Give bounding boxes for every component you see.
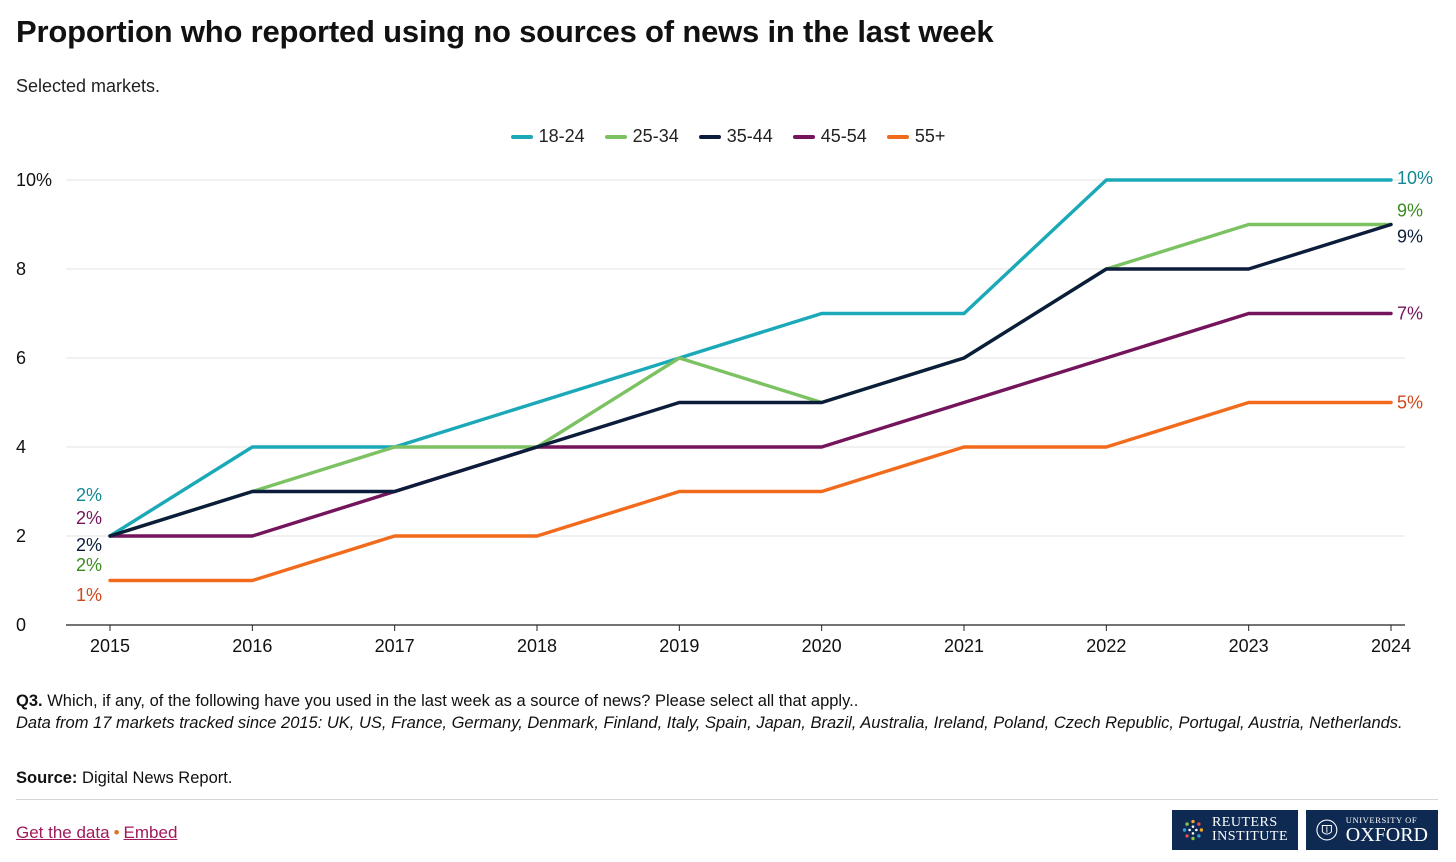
start-label-45-54: 2% [76,508,102,528]
legend-swatch [698,134,721,139]
data-note: Data from 17 markets tracked since 2015:… [16,714,1403,732]
series-line-55+ [108,400,1393,583]
x-tick-label: 2017 [375,636,415,656]
legend-swatch [510,134,533,139]
source-line: Source: Digital News Report. [16,769,232,788]
legend-item-35-44: 35-44 [698,126,773,147]
embed-link[interactable]: Embed [123,823,178,842]
oxford-logo-line2: OXFORD [1345,824,1428,846]
chart-subtitle: Selected markets. [16,76,161,96]
chart-title: Proportion who reported using no sources… [16,14,994,49]
legend-item-55+: 55+ [886,126,946,147]
legend-item-45-54: 45-54 [792,126,867,147]
x-tick-label: 2024 [1371,636,1411,656]
y-tick-label: 8 [16,259,26,279]
reuters-institute-logo[interactable]: REUTERS INSTITUTE [1172,810,1298,850]
source-label: Source: [16,769,78,787]
y-tick-label: 4 [16,437,26,457]
y-tick-label: 2 [16,526,26,546]
link-separator: • [113,823,120,842]
legend-label: 45-54 [820,126,867,146]
x-tick-label: 2023 [1229,636,1269,656]
x-tick-label: 2020 [802,636,842,656]
start-label-55+: 1% [76,585,102,605]
reuters-logo-line1: REUTERS [1211,815,1278,830]
legend-label: 25-34 [632,126,679,146]
oxford-crest-icon [1316,819,1338,841]
oxford-logo-line1: UNIVERSITY OF [1345,815,1418,825]
legend-label: 35-44 [726,126,773,146]
y-tick-label: 0 [16,615,26,635]
legend-item-25-34: 25-34 [604,126,679,147]
oxford-university-logo[interactable]: UNIVERSITY OF OXFORD [1306,810,1438,850]
end-label-25-34: 9% [1397,201,1423,221]
source-text: Digital News Report. [82,769,233,787]
reuters-dots-icon [1182,819,1204,841]
footer-divider [16,799,1438,800]
x-tick-label: 2021 [944,636,984,656]
y-tick-label: 10% [16,170,52,190]
x-tick-label: 2018 [517,636,557,656]
chart-notes: Q3. Which, if any, of the following have… [16,690,1436,734]
legend-swatch [792,134,815,139]
end-label-35-44: 9% [1397,227,1423,247]
end-label-55+: 5% [1397,393,1423,413]
legend-label: 18-24 [538,126,585,146]
series-line-18-24 [108,178,1393,538]
get-data-link[interactable]: Get the data [16,823,110,842]
reuters-logo-line2: INSTITUTE [1211,829,1288,844]
y-tick-label: 6 [16,348,26,368]
legend-swatch [886,134,909,139]
legend-label: 55+ [914,126,946,146]
question-text: Which, if any, of the following have you… [47,692,859,710]
x-tick-label: 2015 [90,636,130,656]
series-line-25-34 [108,222,1393,538]
start-label-25-34: 2% [76,555,102,575]
series-line-35-44 [108,222,1393,538]
start-label-18-24: 2% [76,485,102,505]
x-tick-label: 2019 [659,636,699,656]
series-line-45-54 [108,311,1393,538]
legend-item-18-24: 18-24 [510,126,585,147]
x-tick-label: 2016 [232,636,272,656]
end-label-45-54: 7% [1397,304,1423,324]
end-label-18-24: 10% [1397,168,1433,188]
footer-links: Get the data • Embed [16,823,177,843]
legend-swatch [604,134,627,139]
start-label-35-44: 2% [76,535,102,555]
line-chart: 0 2 4 6 8 10% 2015 2016 2017 2018 2019 2020 2021 2022… [16,168,1433,656]
x-tick-label: 2022 [1086,636,1126,656]
chart-legend: 18-24 25-34 35-44 45-54 55+ [0,126,1456,147]
question-label: Q3. [16,692,43,710]
